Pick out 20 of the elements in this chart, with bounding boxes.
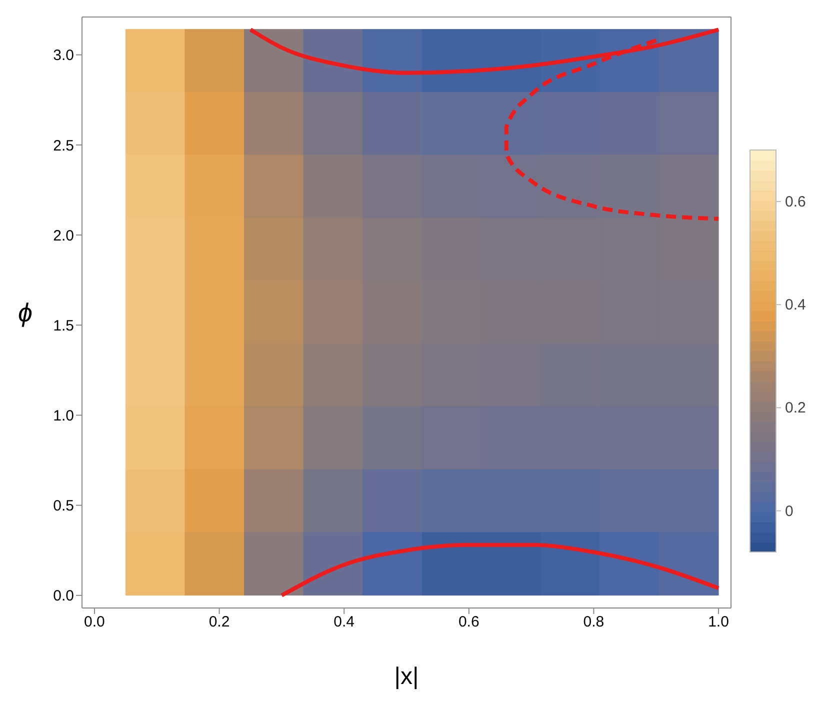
y-tick-label: 2.0 xyxy=(53,227,74,244)
y-tick-label: 0.0 xyxy=(53,588,74,605)
y-axis-title: ϕ xyxy=(18,298,32,328)
color-bar-label: 0.6 xyxy=(785,194,806,211)
x-tick-label: 0.6 xyxy=(458,614,480,631)
x-tick-label: 0.2 xyxy=(208,614,230,631)
x-tick-label: 0.4 xyxy=(334,614,355,631)
color-bar-label: 0.4 xyxy=(785,296,806,314)
x-tick-label: 1.0 xyxy=(708,614,729,631)
x-tick-label: 0.8 xyxy=(583,614,604,631)
y-tick-label: 1.5 xyxy=(53,317,74,334)
color-bar-label: 0 xyxy=(785,502,794,520)
x-axis-title: |x| xyxy=(394,663,419,690)
color-bar-label: 0.2 xyxy=(785,400,806,417)
y-tick-label: 2.5 xyxy=(53,137,74,154)
y-tick-label: 1.0 xyxy=(53,408,74,425)
y-tick-label: 3.0 xyxy=(53,47,74,64)
y-tick-label: 0.5 xyxy=(53,498,74,515)
line-series xyxy=(280,542,721,598)
x-tick-label: 0.0 xyxy=(84,614,105,631)
